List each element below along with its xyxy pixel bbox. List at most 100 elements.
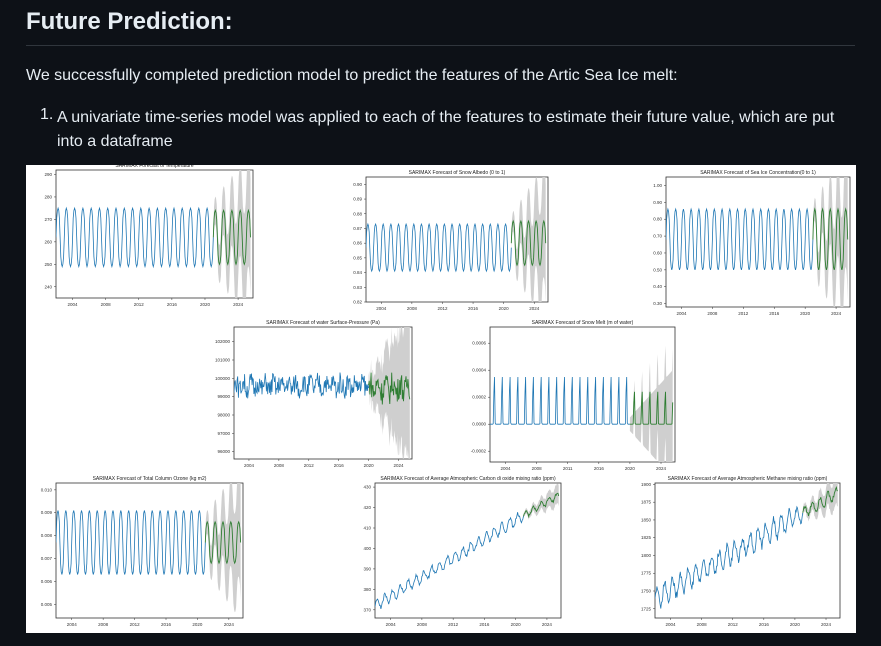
x-tick-label: 2016 bbox=[759, 622, 770, 627]
x-tick-label: 2004 bbox=[386, 622, 397, 627]
x-tick-label: 2008 bbox=[417, 622, 428, 627]
y-tick-label: 0.0006 bbox=[472, 341, 486, 346]
x-tick-label: 2008 bbox=[532, 466, 543, 471]
x-tick-label: 2012 bbox=[728, 622, 739, 627]
chart-title: SARIMAX Forecast of Average Atmospheric … bbox=[380, 476, 556, 482]
x-tick-label: 2004 bbox=[666, 622, 677, 627]
x-tick-label: 2020 bbox=[790, 622, 801, 627]
y-tick-label: 99000 bbox=[217, 394, 230, 399]
y-tick-label: 420 bbox=[363, 505, 371, 510]
y-tick-label: 270 bbox=[44, 217, 52, 222]
y-tick-label: 0.90 bbox=[653, 200, 662, 205]
y-tick-label: 0.70 bbox=[653, 234, 662, 239]
x-tick-label: 2020 bbox=[800, 311, 811, 316]
history-series-line bbox=[490, 376, 630, 425]
forecast-series-line bbox=[812, 207, 849, 271]
x-tick-label: 2008 bbox=[98, 622, 109, 627]
y-tick-label: 430 bbox=[363, 485, 371, 490]
chart-title: SARIMAX Forecast of Temperature bbox=[115, 165, 193, 169]
x-tick-label: 2004 bbox=[68, 302, 79, 307]
x-tick-label: 2004 bbox=[244, 463, 255, 468]
plot-area bbox=[366, 177, 547, 302]
intro-paragraph: We successfully completed prediction mod… bbox=[26, 67, 678, 84]
y-tick-label: 0.89 bbox=[353, 197, 362, 202]
y-tick-label: 0.86 bbox=[353, 241, 362, 246]
confidence-band bbox=[511, 177, 546, 302]
history-series-line bbox=[375, 512, 524, 609]
y-tick-label: 240 bbox=[44, 284, 52, 289]
y-tick-label: 0.50 bbox=[653, 267, 662, 272]
x-tick-label: 2016 bbox=[161, 622, 172, 627]
forecast-series-line bbox=[204, 520, 242, 565]
x-tick-label: 2004 bbox=[501, 466, 512, 471]
y-tick-label: 1900 bbox=[641, 482, 652, 487]
y-tick-label: 0.80 bbox=[653, 217, 662, 222]
x-tick-label: 2012 bbox=[130, 622, 141, 627]
y-tick-label: 0.90 bbox=[353, 182, 362, 187]
history-series-line bbox=[234, 372, 369, 399]
x-tick-label: 2024 bbox=[233, 302, 244, 307]
y-tick-label: 0.006 bbox=[41, 579, 53, 584]
plot-area bbox=[56, 483, 242, 613]
x-tick-label: 2024 bbox=[394, 463, 405, 468]
x-tick-label: 2016 bbox=[769, 311, 780, 316]
y-tick-label: 0.85 bbox=[353, 255, 362, 260]
y-tick-label: 1750 bbox=[641, 589, 652, 594]
chart-title: SARIMAX Forecast of Average Atmospheric … bbox=[668, 476, 828, 482]
chart-panel-2: SARIMAX Forecast of Snow Albedo (0 to 1)… bbox=[353, 170, 549, 311]
y-tick-label: 0.84 bbox=[353, 270, 362, 275]
y-tick-label: 0.009 bbox=[41, 510, 53, 515]
list-item-text: A univariate time-series model was appli… bbox=[57, 109, 835, 150]
chart-panel-3: SARIMAX Forecast of Sea Ice Concentratio… bbox=[653, 170, 851, 316]
chart-title: SARIMAX Forecast of Snow Melt (m of wate… bbox=[532, 320, 634, 326]
chart-title: SARIMAX Forecast of Sea Ice Concentratio… bbox=[700, 170, 816, 176]
y-tick-label: 0.007 bbox=[41, 556, 53, 561]
history-series-line bbox=[666, 207, 814, 271]
x-tick-label: 2016 bbox=[334, 463, 345, 468]
y-tick-label: 0.008 bbox=[41, 533, 53, 538]
x-tick-label: 2012 bbox=[304, 463, 315, 468]
y-tick-label: 1725 bbox=[641, 606, 652, 611]
chart-panel-8: SARIMAX Forecast of Average Atmospheric … bbox=[641, 476, 841, 627]
y-tick-label: 290 bbox=[44, 172, 52, 177]
history-series-line bbox=[56, 510, 206, 575]
x-tick-label: 2004 bbox=[376, 306, 387, 311]
x-tick-label: 2012 bbox=[448, 622, 459, 627]
forecast-series-line bbox=[523, 492, 560, 519]
plot-area bbox=[666, 177, 849, 307]
y-tick-label: 96000 bbox=[217, 449, 230, 454]
chart-panel-1: SARIMAX Forecast of Temperature 240 250 260… bbox=[44, 165, 254, 307]
y-tick-label: 250 bbox=[44, 262, 52, 267]
forecast-series-line bbox=[510, 219, 547, 267]
x-tick-label: 2012 bbox=[738, 311, 749, 316]
forecast-series-line bbox=[368, 372, 411, 405]
x-tick-label: 2008 bbox=[707, 311, 718, 316]
y-tick-label: 260 bbox=[44, 239, 52, 244]
y-tick-label: 1850 bbox=[641, 517, 652, 522]
x-tick-label: 2020 bbox=[364, 463, 375, 468]
x-tick-label: 2016 bbox=[594, 466, 605, 471]
x-tick-label: 2004 bbox=[676, 311, 687, 316]
y-tick-label: 0.0000 bbox=[472, 422, 486, 427]
plot-area bbox=[655, 483, 838, 609]
y-tick-label: 98000 bbox=[217, 413, 230, 418]
x-tick-label: 2008 bbox=[274, 463, 285, 468]
x-tick-label: 2024 bbox=[656, 466, 667, 471]
y-tick-label: 1825 bbox=[641, 535, 652, 540]
x-tick-label: 2024 bbox=[542, 622, 553, 627]
x-tick-label: 2011 bbox=[563, 466, 573, 471]
history-series-line bbox=[655, 505, 804, 609]
y-tick-label: 101000 bbox=[215, 358, 231, 363]
x-tick-label: 2020 bbox=[200, 302, 211, 307]
heading-divider bbox=[26, 45, 855, 46]
y-tick-label: -0.0002 bbox=[471, 449, 487, 454]
plot-area bbox=[56, 170, 251, 298]
x-tick-label: 2008 bbox=[407, 306, 418, 311]
y-tick-label: 1800 bbox=[641, 553, 652, 558]
confidence-band bbox=[812, 177, 848, 307]
y-tick-label: 1875 bbox=[641, 500, 652, 505]
x-tick-label: 2004 bbox=[67, 622, 78, 627]
x-tick-label: 2016 bbox=[167, 302, 178, 307]
y-tick-label: 0.30 bbox=[653, 301, 662, 306]
chart-panel-7: SARIMAX Forecast of Average Atmospheric … bbox=[363, 476, 562, 627]
